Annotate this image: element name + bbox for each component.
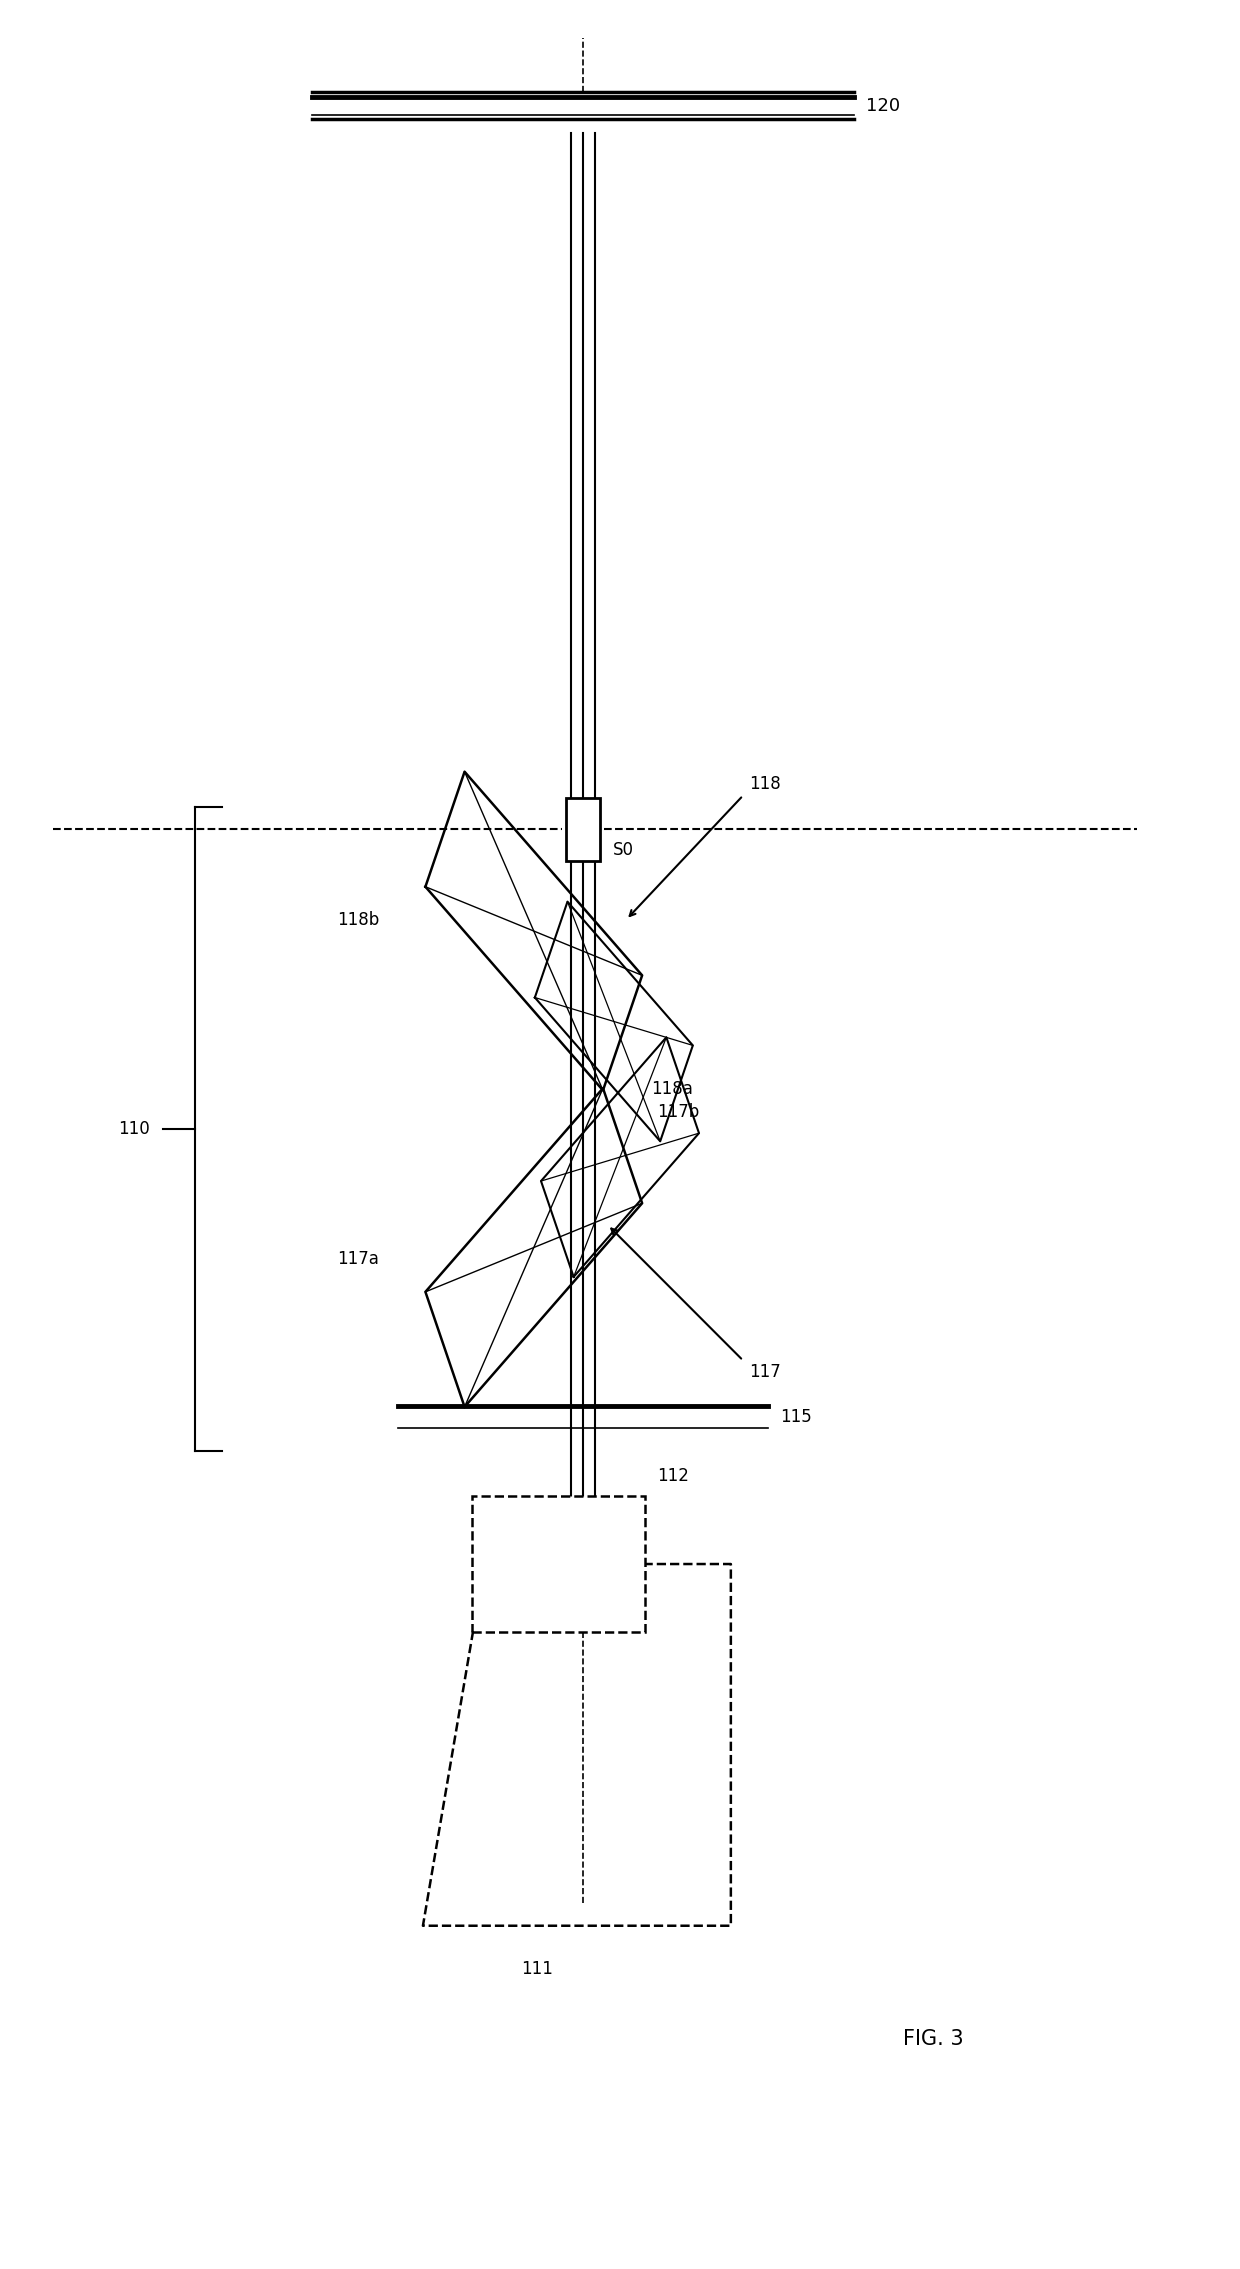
Text: 111: 111 — [522, 1960, 553, 1979]
Text: 117: 117 — [749, 1364, 781, 1382]
Text: FIG. 3: FIG. 3 — [903, 2028, 963, 2049]
Text: 118a: 118a — [651, 1080, 693, 1098]
Text: S0: S0 — [613, 840, 634, 858]
Text: 115: 115 — [780, 1409, 812, 1427]
Text: 118b: 118b — [337, 910, 379, 928]
Text: 117b: 117b — [657, 1103, 699, 1121]
Text: 120: 120 — [867, 98, 900, 116]
Text: 112: 112 — [657, 1466, 689, 1484]
Text: 110: 110 — [119, 1121, 150, 1137]
Bar — [472, 1495, 645, 1631]
Text: 118: 118 — [749, 776, 781, 794]
Text: 117a: 117a — [337, 1250, 378, 1268]
Bar — [565, 799, 600, 860]
